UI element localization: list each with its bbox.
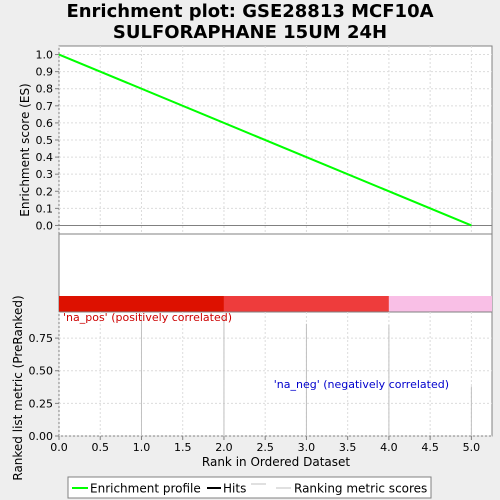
es-y-tick-label: 0.9 xyxy=(36,66,54,79)
hits-panel xyxy=(58,233,493,313)
es-y-tick-label: 1.0 xyxy=(36,49,54,62)
rank-x-tick-label: 0.0 xyxy=(50,441,68,454)
rank-x-tick-label: 2.0 xyxy=(215,441,233,454)
legend-label-hits: Hits xyxy=(223,482,246,496)
legend-label-enrichment-profile: Enrichment profile xyxy=(90,482,201,496)
rank-x-tick-label: 0.5 xyxy=(91,441,109,454)
pos-annotation: 'na_pos' (positively correlated) xyxy=(63,311,232,324)
es-series xyxy=(58,53,472,227)
rank-x-tick-label: 4.0 xyxy=(380,441,398,454)
es-y-tick-label: 0.3 xyxy=(36,168,54,181)
rank-x-tick-label: 4.5 xyxy=(421,441,439,454)
rank-x-axis: 0.0 0.5 1.0 1.5 2.0 2.5 3.0 3.5 4.0 4.5 5.0 xyxy=(50,436,480,454)
legend-label-ranking-metric-scores: Ranking metric scores xyxy=(294,482,427,496)
rank-y-tick-label: 0.25 xyxy=(29,397,54,410)
rank-x-axis-label: Rank in Ordered Dataset xyxy=(202,455,350,469)
rank-x-tick-label: 1.0 xyxy=(133,441,151,454)
es-y-tick-label: 0.0 xyxy=(36,219,54,232)
rank-color-segment xyxy=(59,296,224,312)
legend-box xyxy=(67,476,432,499)
rank-color-segment xyxy=(388,296,492,312)
rank-color-segment xyxy=(223,296,389,312)
rank-x-tick-label: 5.0 xyxy=(463,441,481,454)
rank-y-axis: 0.00 0.25 0.50 0.75 xyxy=(29,332,59,443)
rank-y-tick-label: 0.00 xyxy=(29,430,54,443)
es-y-axis: 0.0 0.1 0.2 0.3 0.4 0.5 0.6 0.7 0.8 0.9 1.0 xyxy=(36,49,59,232)
rank-color-bar xyxy=(59,296,492,312)
legend: Enrichment profile Hits Ranking metric s… xyxy=(67,476,432,499)
es-y-tick-label: 0.8 xyxy=(36,83,54,96)
es-y-tick-label: 0.5 xyxy=(36,134,54,147)
rank-x-tick-label: 2.5 xyxy=(256,441,274,454)
rank-panel: 0.00 0.25 0.50 0.75 0.0 0.5 1.0 1.5 2.0 2.5 3.0 3.… xyxy=(11,295,493,481)
rank-x-tick-label: 3.5 xyxy=(339,441,357,454)
es-line-enrichment-profile xyxy=(58,53,472,227)
rank-x-tick-label: 1.5 xyxy=(174,441,192,454)
es-panel: 0.0 0.1 0.2 0.3 0.4 0.5 0.6 0.7 0.8 0.9 1.0 Enrich… xyxy=(18,45,493,235)
neg-annotation: 'na_neg' (negatively correlated) xyxy=(274,378,449,391)
rank-y-tick-label: 0.50 xyxy=(29,365,54,378)
es-y-tick-label: 0.1 xyxy=(36,202,54,215)
rank-plot-area xyxy=(58,311,493,437)
es-y-tick-label: 0.7 xyxy=(36,100,54,113)
chart-title-line-2: SULFORAPHANE 15UM 24H xyxy=(112,22,388,43)
rank-bars xyxy=(140,315,472,436)
es-y-tick-label: 0.6 xyxy=(36,117,54,130)
es-y-axis-label: Enrichment score (ES) xyxy=(18,83,32,216)
rank-x-tick-label: 3.0 xyxy=(298,441,316,454)
es-y-tick-label: 0.4 xyxy=(36,151,54,164)
chart-title: Enrichment plot: GSE28813 MCF10A SULFORA… xyxy=(0,1,500,43)
chart-title-line-1: Enrichment plot: GSE28813 MCF10A xyxy=(66,1,434,22)
rank-y-tick-label: 0.75 xyxy=(29,332,54,345)
es-y-tick-label: 0.2 xyxy=(36,185,54,198)
rank-y-axis-label: Ranked list metric (PreRanked) xyxy=(11,295,25,480)
